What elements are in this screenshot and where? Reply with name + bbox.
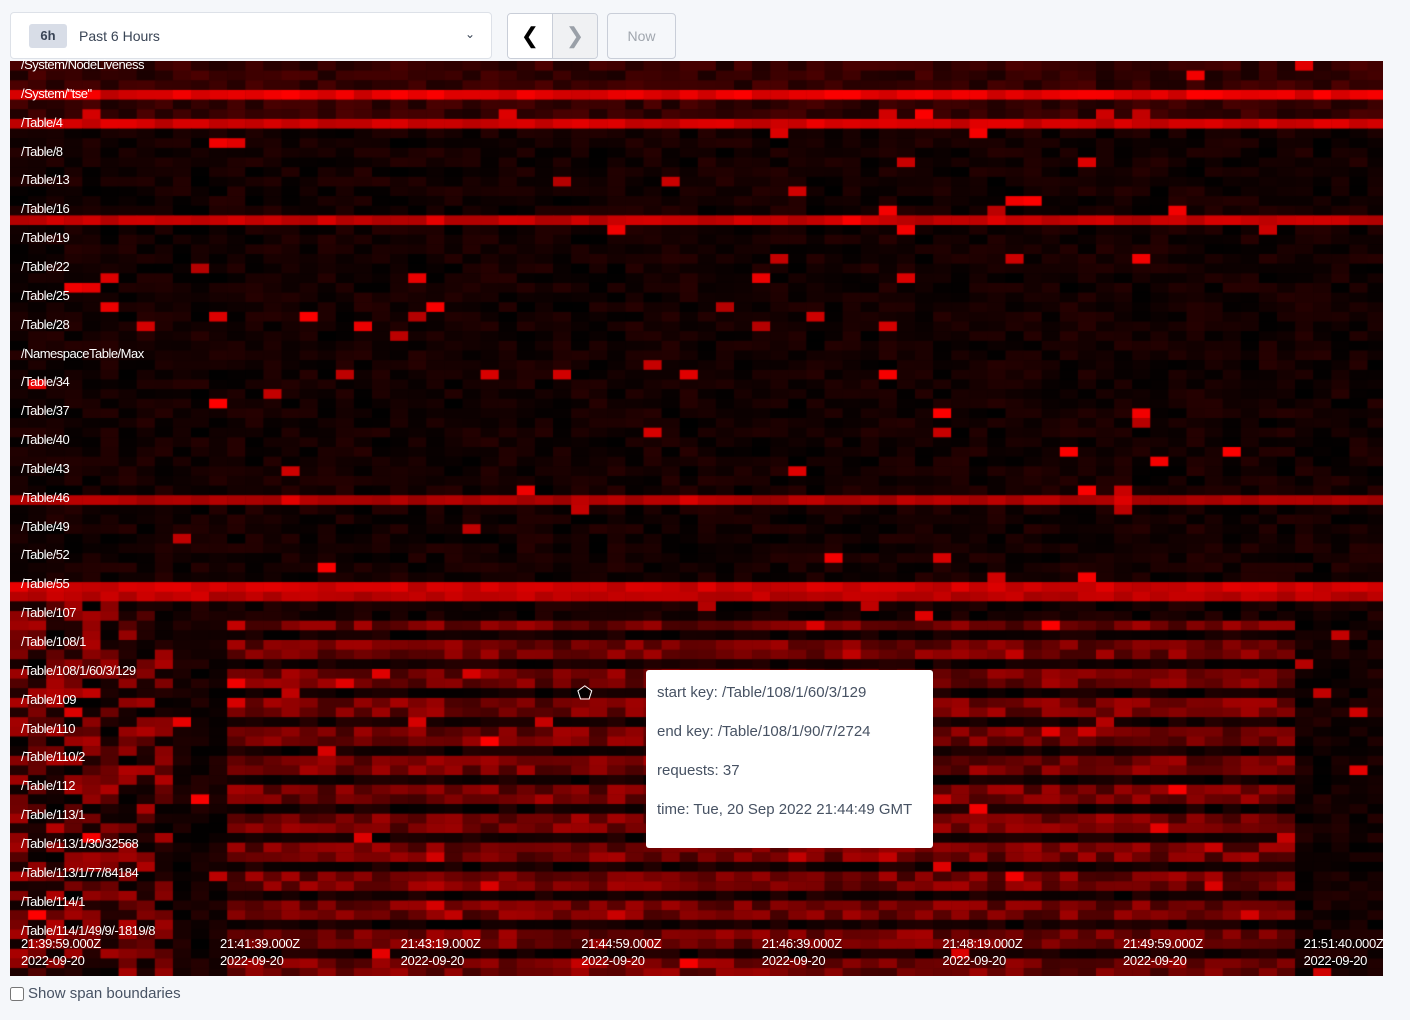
key-label: /Table/114/1 — [21, 893, 85, 909]
tooltip-time: time: Tue, 20 Sep 2022 21:44:49 GMT — [657, 801, 913, 818]
time-tick: 21:39:59.000Z 2022-09-20 — [21, 935, 101, 969]
key-label: /Table/113/1 — [21, 807, 85, 823]
time-tick: 21:48:19.000Z 2022-09-20 — [942, 935, 1022, 969]
key-label: /Table/40 — [21, 432, 70, 448]
time-nav-group: ❮ ❯ — [507, 13, 598, 59]
previous-button[interactable]: ❮ — [508, 14, 553, 58]
heatmap-tooltip: start key: /Table/108/1/60/3/129 end key… — [646, 670, 933, 848]
tick-time: 21:46:39.000Z — [761, 936, 842, 951]
time-tick: 21:44:59.000Z 2022-09-20 — [581, 935, 661, 969]
key-label: /System/"tse" — [21, 85, 92, 101]
tick-date: 2022-09-20 — [400, 953, 465, 968]
key-label: /Table/37 — [21, 403, 70, 419]
key-label: /Table/25 — [21, 287, 70, 303]
tick-time: 21:49:59.000Z — [1123, 936, 1203, 951]
tick-time: 21:51:40.000Z — [1303, 936, 1384, 951]
tick-date: 2022-09-20 — [21, 953, 85, 968]
key-label: /Table/19 — [21, 230, 70, 246]
tick-date: 2022-09-20 — [942, 953, 1006, 968]
time-tick: 21:51:40.000Z 2022-09-20 — [1304, 935, 1384, 969]
next-button[interactable]: ❯ — [553, 14, 597, 58]
tick-date: 2022-09-20 — [220, 953, 284, 968]
time-range-badge: 6h — [29, 23, 67, 48]
time-range-selector[interactable]: 6h Past 6 Hours ⌄ — [10, 12, 492, 59]
key-label: /Table/107 — [21, 605, 77, 621]
key-label: /Table/110 — [21, 720, 76, 736]
tick-date: 2022-09-20 — [1123, 953, 1187, 968]
key-label: /Table/114/1/49/9/-1819/8 — [21, 922, 156, 938]
key-label: /Table/113/1/30/32568 — [21, 835, 139, 851]
tooltip-requests: requests: 37 — [657, 762, 740, 779]
key-label: /Table/108/1/60/3/129 — [21, 662, 136, 678]
show-span-boundaries[interactable]: Show span boundaries — [10, 985, 181, 1002]
chevron-left-icon: ❮ — [520, 23, 540, 48]
tick-time: 21:39:59.000Z — [21, 936, 101, 951]
now-button[interactable]: Now — [607, 13, 676, 59]
mouse-cursor-icon: ⬠ — [577, 683, 593, 703]
key-label: /Table/113/1/77/84184 — [21, 864, 139, 880]
key-label: /Table/110/2 — [21, 749, 85, 765]
tooltip-end-key: end key: /Table/108/1/90/7/2724 — [657, 723, 871, 740]
chevron-down-icon: ⌄ — [464, 27, 475, 41]
key-label: /Table/13 — [21, 172, 70, 188]
key-visualizer-heatmap[interactable]: /System/NodeLiveness/System/"tse" /Table/… — [10, 57, 1384, 976]
tick-time: 21:41:39.000Z — [220, 936, 300, 951]
tick-date: 2022-09-20 — [581, 953, 645, 968]
key-label: /Table/43 — [21, 460, 70, 476]
chevron-right-icon: ❯ — [565, 23, 585, 48]
tick-date: 2022-09-20 — [1303, 953, 1368, 968]
key-label: /Table/8 — [21, 143, 63, 159]
span-boundaries-checkbox[interactable] — [10, 986, 24, 1001]
tick-time: 21:48:19.000Z — [942, 936, 1023, 951]
time-tick: 21:46:39.000Z 2022-09-20 — [762, 935, 842, 969]
span-boundaries-label: Show span boundaries — [28, 985, 181, 1002]
time-range-label: Past 6 Hours — [79, 27, 160, 44]
key-label: /System/NodeLiveness — [21, 57, 144, 72]
time-tick: 21:41:39.000Z 2022-09-20 — [220, 935, 300, 969]
key-label: /Table/4 — [21, 114, 63, 130]
key-label: /Table/52 — [21, 547, 70, 563]
time-tick: 21:43:19.000Z 2022-09-20 — [401, 935, 481, 969]
tooltip-start-key: start key: /Table/108/1/60/3/129 — [657, 684, 867, 701]
key-label: /Table/109 — [21, 691, 77, 707]
key-label: /Table/34 — [21, 374, 70, 390]
key-label: /Table/22 — [21, 258, 70, 274]
time-tick: 21:49:59.000Z 2022-09-20 — [1123, 935, 1203, 969]
key-label: /Table/46 — [21, 489, 70, 505]
tick-time: 21:43:19.000Z — [400, 936, 481, 951]
tick-time: 21:44:59.000Z — [581, 936, 662, 951]
key-label: /Table/108/1 — [21, 634, 86, 649]
tick-date: 2022-09-20 — [761, 953, 826, 968]
key-label: /NamespaceTable/Max — [21, 345, 144, 361]
key-label: /Table/28 — [21, 316, 70, 332]
key-label: /Table/16 — [21, 201, 70, 217]
key-label: /Table/49 — [21, 518, 70, 534]
key-label: /Table/55 — [21, 576, 70, 592]
key-label: /Table/112 — [21, 778, 76, 794]
